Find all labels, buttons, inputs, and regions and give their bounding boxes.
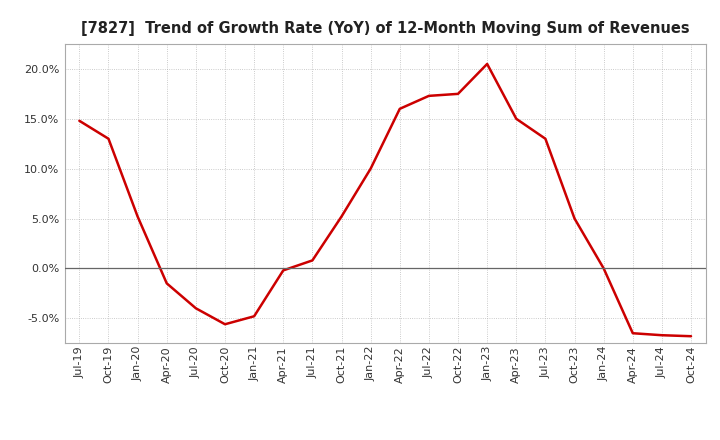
Title: [7827]  Trend of Growth Rate (YoY) of 12-Month Moving Sum of Revenues: [7827] Trend of Growth Rate (YoY) of 12-… <box>81 21 690 36</box>
